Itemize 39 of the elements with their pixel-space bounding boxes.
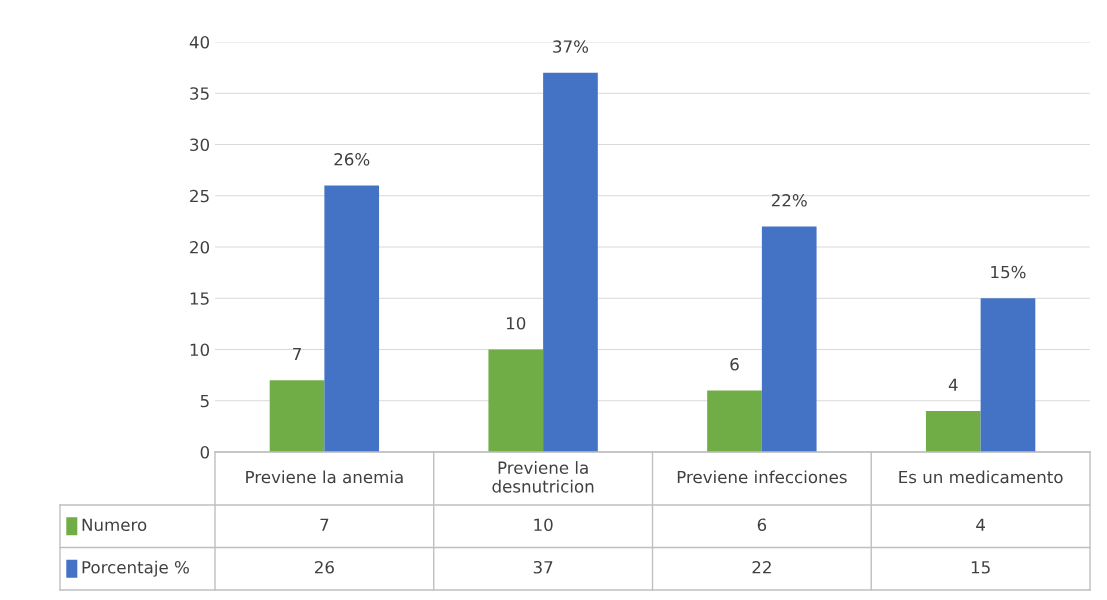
y-tick-label: 35 — [190, 87, 209, 100]
bar — [488, 349, 544, 452]
y-tick-label: 15 — [190, 292, 209, 305]
data-label: 26% — [334, 153, 370, 166]
y-tick-label: 5 — [200, 394, 209, 408]
legend-label: Numero — [82, 518, 147, 532]
data-label: 37% — [553, 40, 589, 53]
data-label: 22 — [752, 560, 771, 574]
data-label: 6 — [757, 518, 767, 532]
bar — [324, 185, 380, 452]
category-label: Es un medicamento — [899, 470, 1063, 484]
category-label: Previene la anemia — [246, 470, 403, 484]
data-label: 10 — [534, 518, 553, 532]
y-tick-label: 40 — [189, 35, 210, 49]
category-label: Previene infecciones — [677, 470, 847, 484]
data-label: 37 — [533, 560, 553, 574]
bar — [543, 72, 598, 452]
legend-label: Porcentaje % — [82, 560, 189, 577]
y-tick-label: 25 — [190, 189, 209, 203]
data-label: 6 — [730, 358, 739, 371]
category-label: Previene la desnutricion — [492, 461, 594, 493]
data-label: 7 — [320, 518, 329, 531]
data-label: 26 — [314, 560, 334, 574]
data-label: 22% — [771, 194, 807, 207]
bar — [269, 380, 325, 452]
data-label: 4 — [948, 378, 958, 391]
y-tick-label: 10 — [190, 343, 210, 357]
y-tick-label: 20 — [190, 240, 210, 254]
bar — [925, 411, 981, 452]
bar — [761, 226, 817, 452]
y-tick-label: 0 — [200, 445, 210, 459]
bar — [707, 390, 762, 452]
data-label: 7 — [293, 347, 301, 361]
bar — [980, 298, 1036, 452]
data-label: 4 — [976, 518, 985, 531]
data-label: 15% — [991, 265, 1026, 279]
y-tick-label: 30 — [190, 138, 210, 152]
data-label: 10 — [507, 317, 526, 330]
data-label: 15 — [971, 561, 990, 574]
